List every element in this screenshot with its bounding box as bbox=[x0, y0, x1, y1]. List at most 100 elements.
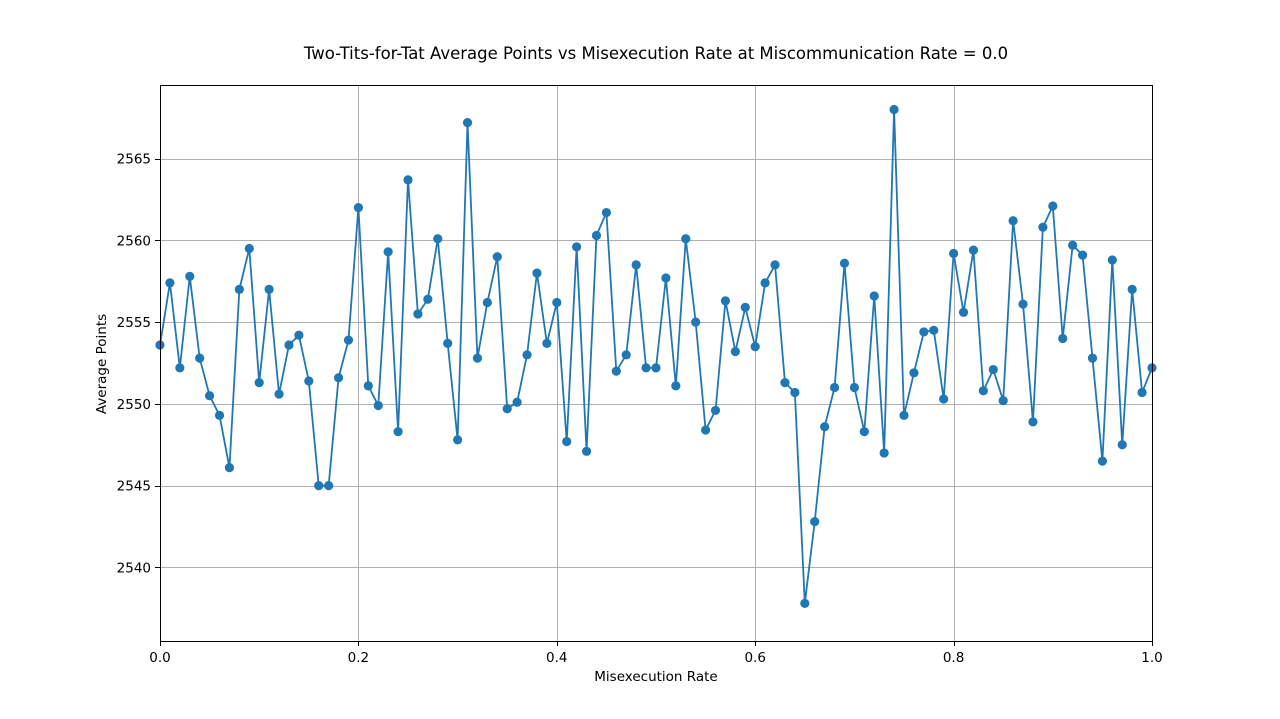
data-point bbox=[1107, 255, 1117, 265]
data-point bbox=[502, 404, 512, 414]
data-point bbox=[1097, 456, 1107, 466]
data-point bbox=[949, 248, 959, 259]
data-point bbox=[988, 364, 998, 375]
data-point bbox=[314, 481, 324, 491]
data-point bbox=[1127, 284, 1137, 295]
data-point bbox=[572, 242, 582, 252]
data-point bbox=[423, 294, 433, 304]
data-point bbox=[859, 427, 869, 437]
data-point bbox=[1038, 222, 1048, 232]
data-point bbox=[641, 363, 651, 373]
data-point bbox=[1087, 353, 1098, 363]
data-point bbox=[552, 297, 562, 308]
data-point bbox=[284, 340, 294, 350]
data-point bbox=[958, 307, 969, 317]
data-point bbox=[1068, 240, 1078, 250]
data-point bbox=[403, 175, 413, 185]
data-point bbox=[433, 234, 443, 244]
data-point bbox=[939, 394, 949, 404]
data-point bbox=[165, 278, 175, 288]
data-point bbox=[1048, 201, 1058, 211]
data-point bbox=[1028, 417, 1038, 427]
data-point bbox=[205, 391, 215, 401]
data-point bbox=[661, 273, 671, 283]
y-tick-label: 2565 bbox=[117, 152, 151, 168]
data-point bbox=[998, 396, 1008, 406]
data-point bbox=[413, 309, 423, 319]
x-tick-label: 0.0 bbox=[149, 650, 170, 666]
data-point bbox=[849, 382, 860, 393]
data-point bbox=[740, 302, 750, 312]
data-point bbox=[294, 330, 304, 340]
x-axis-ticks: 0.0 0.2 0.4 0.6 0.8 1.0 bbox=[149, 641, 1163, 666]
x-tick-label: 0.8 bbox=[943, 650, 964, 666]
data-point bbox=[185, 271, 195, 281]
data-point bbox=[324, 481, 334, 491]
data-point bbox=[532, 268, 542, 278]
data-point bbox=[968, 245, 979, 255]
data-point bbox=[591, 230, 602, 241]
data-point bbox=[869, 291, 879, 301]
data-point bbox=[671, 381, 681, 391]
data-point bbox=[234, 284, 244, 295]
plot-frame bbox=[160, 85, 1153, 642]
data-point bbox=[611, 366, 621, 376]
data-point bbox=[343, 335, 354, 345]
data-point bbox=[750, 342, 760, 352]
y-tick-label: 2555 bbox=[117, 315, 151, 331]
data-point bbox=[443, 338, 453, 348]
data-point bbox=[1117, 440, 1127, 450]
data-point bbox=[274, 389, 284, 399]
data-point bbox=[909, 368, 919, 378]
data-point bbox=[244, 243, 254, 254]
data-point bbox=[899, 410, 909, 420]
data-point bbox=[472, 353, 483, 363]
series bbox=[155, 104, 1157, 608]
data-point bbox=[800, 598, 810, 608]
data-point bbox=[581, 446, 592, 456]
data-point bbox=[780, 378, 790, 388]
data-point bbox=[373, 400, 383, 411]
x-tick-label: 0.2 bbox=[348, 650, 369, 666]
data-point bbox=[879, 448, 889, 458]
data-point bbox=[978, 386, 988, 396]
y-tick-label: 2560 bbox=[117, 233, 151, 249]
data-point bbox=[810, 517, 820, 527]
data-point bbox=[542, 338, 552, 348]
data-point bbox=[254, 378, 264, 388]
data-point bbox=[462, 118, 473, 128]
data-point bbox=[919, 327, 929, 337]
x-tick-label: 0.4 bbox=[546, 650, 567, 666]
chart-title: Two-Tits-for-Tat Average Points vs Misex… bbox=[303, 44, 1008, 63]
data-point bbox=[482, 297, 492, 308]
data-point bbox=[790, 387, 800, 398]
data-point bbox=[512, 397, 522, 407]
data-point bbox=[621, 350, 631, 360]
data-point bbox=[264, 284, 274, 295]
data-point bbox=[175, 363, 185, 373]
data-point bbox=[601, 207, 612, 218]
data-point bbox=[829, 382, 840, 393]
data-point bbox=[353, 203, 363, 213]
data-point bbox=[701, 425, 711, 435]
data-point bbox=[760, 278, 770, 288]
data-point bbox=[224, 463, 235, 473]
data-point bbox=[770, 260, 780, 270]
data-point bbox=[393, 427, 403, 437]
y-axis-ticks: 2540 2545 2550 2555 2560 2565 bbox=[117, 152, 160, 576]
data-point bbox=[710, 405, 721, 416]
data-point bbox=[214, 410, 225, 420]
data-point bbox=[492, 252, 502, 262]
data-point bbox=[453, 435, 463, 445]
data-point bbox=[383, 247, 393, 257]
data-point bbox=[1018, 299, 1028, 309]
data-point bbox=[929, 325, 939, 335]
data-point bbox=[363, 381, 373, 391]
x-tick-label: 1.0 bbox=[1141, 650, 1162, 666]
data-point bbox=[522, 350, 532, 360]
y-axis-label: Average Points bbox=[94, 314, 110, 414]
data-point bbox=[631, 260, 641, 270]
data-point bbox=[839, 258, 850, 268]
